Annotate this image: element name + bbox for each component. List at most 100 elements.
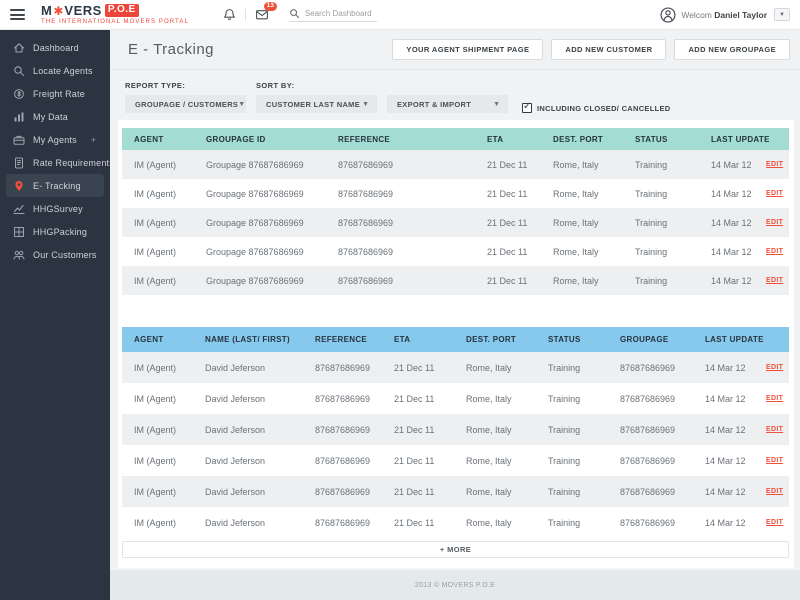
sidebar-item-locate-agents[interactable]: Locate Agents (6, 59, 104, 82)
column-header: NAME (LAST/ FIRST) (205, 335, 290, 344)
hamburger-menu-icon[interactable] (10, 9, 25, 20)
status-cell: Training (548, 393, 581, 404)
export-import-select[interactable]: EXPORT & IMPORT ▼ (387, 95, 508, 113)
sidebar-item-dashboard[interactable]: Dashboard (6, 36, 104, 59)
column-header: LAST UPDATE (705, 335, 764, 344)
brand-word-suffix: VERS (64, 3, 102, 18)
agent-cell: IM (Agent) (134, 393, 177, 404)
table-row: IM (Agent) David Jeferson 87687686969 21… (122, 414, 789, 445)
reference-cell: 87687686969 (315, 455, 371, 466)
tables-card: AGENT GROUPAGE ID REFERENCE ETA DEST. PO… (118, 120, 794, 568)
reference-cell: 87687686969 (315, 424, 371, 435)
column-header: REFERENCE (315, 335, 368, 344)
column-header: LAST UPDATE (711, 134, 770, 144)
sort-by-select[interactable]: CUSTOMER LAST NAME ▼ (256, 95, 377, 113)
table-row: IM (Agent) David Jeferson 87687686969 21… (122, 476, 789, 507)
edit-link[interactable]: EDIT (766, 364, 784, 371)
brand-tagline: THE INTERNATIONAL MOVERS PORTAL (41, 19, 189, 25)
more-button[interactable]: + MORE (122, 541, 789, 558)
including-closed-label: INCLUDING CLOSED/ CANCELLED (537, 103, 671, 113)
sidebar-item-label: HHGPacking (33, 226, 88, 237)
sidebar-item-our-customers[interactable]: Our Customers (6, 243, 104, 266)
sidebar-item-label: My Data (33, 111, 68, 122)
eta-cell: 21 Dec 11 (394, 362, 435, 373)
page-header: E - Tracking YOUR AGENT SHIPMENT PAGE AD… (110, 30, 800, 70)
divider (244, 8, 246, 21)
sidebar-item-rate-requirements[interactable]: Rate Requirements (6, 151, 114, 174)
user-menu-caret-button[interactable]: ▼ (774, 8, 790, 21)
edit-link[interactable]: EDIT (766, 426, 784, 433)
last-update-cell: 14 Mar 12 (711, 217, 752, 228)
including-closed-checkbox-row[interactable]: INCLUDING CLOSED/ CANCELLED (522, 96, 671, 120)
edit-link[interactable]: EDIT (766, 519, 784, 526)
table-row: IM (Agent) David Jeferson 87687686969 21… (122, 352, 789, 383)
status-cell: Training (635, 217, 668, 228)
groupage-cell: 87687686969 (620, 517, 676, 528)
sidebar-item-label: Dashboard (33, 42, 79, 53)
user-greeting: Welcom Daniel Taylor (681, 9, 767, 20)
eta-cell: 21 Dec 11 (394, 517, 435, 528)
agent-cell: IM (Agent) (134, 275, 177, 286)
name-cell: David Jeferson (205, 424, 266, 435)
chevron-down-icon: ▼ (238, 100, 246, 108)
edit-link[interactable]: EDIT (766, 395, 784, 402)
sidebar-item-label: E- Tracking (33, 180, 81, 191)
last-update-cell: 14 Mar 12 (705, 517, 746, 528)
table-row: IM (Agent) Groupage 87687686969 87687686… (122, 208, 789, 237)
name-cell: David Jeferson (205, 517, 266, 528)
main-content: E - Tracking YOUR AGENT SHIPMENT PAGE AD… (110, 30, 800, 600)
dest-port-cell: Rome, Italy (466, 455, 512, 466)
eta-cell: 21 Dec 11 (487, 246, 528, 257)
column-header: STATUS (548, 335, 581, 344)
last-update-cell: 14 Mar 12 (705, 424, 746, 435)
column-header: GROUPAGE ID (206, 134, 266, 144)
notifications-button[interactable] (221, 6, 238, 23)
name-cell: David Jeferson (205, 486, 266, 497)
footer: 2013 © MOVERS P.O.E (110, 570, 800, 600)
last-update-cell: 14 Mar 12 (705, 486, 746, 497)
footer-text: 2013 © MOVERS P.O.E (414, 581, 496, 589)
status-cell: Training (548, 517, 581, 528)
sidebar-item-hhgsurvey[interactable]: HHGSurvey (6, 197, 104, 220)
add-new-customer-button[interactable]: ADD NEW CUSTOMER (551, 39, 667, 60)
including-closed-checkbox[interactable] (522, 101, 532, 113)
agent-cell: IM (Agent) (134, 486, 177, 497)
edit-link[interactable]: EDIT (766, 488, 784, 495)
dest-port-cell: Rome, Italy (553, 159, 599, 170)
edit-link[interactable]: EDIT (766, 248, 784, 255)
edit-link[interactable]: EDIT (766, 161, 784, 168)
sidebar-item-label: Freight Rate (33, 88, 85, 99)
document-icon (13, 157, 25, 169)
status-cell: Training (548, 486, 581, 497)
groupage-id-cell: Groupage 87687686969 (206, 188, 304, 199)
line-chart-icon (13, 203, 25, 215)
sidebar-item-e-tracking[interactable]: E- Tracking (6, 174, 104, 197)
edit-link[interactable]: EDIT (766, 219, 784, 226)
sidebar-item-my-agents[interactable]: My Agents + (6, 128, 104, 151)
groupage-cell: 87687686969 (620, 362, 676, 373)
search-input[interactable] (304, 8, 377, 18)
dest-port-cell: Rome, Italy (553, 275, 599, 286)
table-row: IM (Agent) Groupage 87687686969 87687686… (122, 266, 789, 295)
reference-cell: 87687686969 (338, 246, 394, 257)
sidebar: Dashboard Locate Agents Freight Rate My … (0, 30, 114, 600)
add-new-groupage-button[interactable]: ADD NEW GROUPAGE (674, 39, 790, 60)
home-icon (13, 42, 25, 54)
sidebar-item-hhgpacking[interactable]: HHGPacking (6, 220, 104, 243)
edit-link[interactable]: EDIT (766, 190, 784, 197)
chevron-down-icon: ▼ (362, 100, 369, 108)
your-agent-shipment-page-button[interactable]: YOUR AGENT SHIPMENT PAGE (392, 39, 544, 60)
groupage-id-cell: Groupage 87687686969 (206, 217, 304, 228)
messages-button[interactable]: 13 (253, 2, 277, 23)
sidebar-item-label: HHGSurvey (33, 203, 83, 214)
eta-cell: 21 Dec 11 (487, 217, 528, 228)
user-menu[interactable]: Welcom Daniel Taylor ▼ (660, 6, 790, 23)
edit-link[interactable]: EDIT (766, 457, 784, 464)
sidebar-item-my-data[interactable]: My Data (6, 105, 104, 128)
sidebar-item-freight-rate[interactable]: Freight Rate (6, 82, 104, 105)
table-row: IM (Agent) David Jeferson 87687686969 21… (122, 445, 789, 476)
last-update-cell: 14 Mar 12 (705, 362, 746, 373)
report-type-select[interactable]: GROUPAGE / CUSTOMERS ▼ (125, 95, 246, 113)
last-update-cell: 14 Mar 12 (711, 188, 752, 199)
edit-link[interactable]: EDIT (766, 277, 784, 284)
